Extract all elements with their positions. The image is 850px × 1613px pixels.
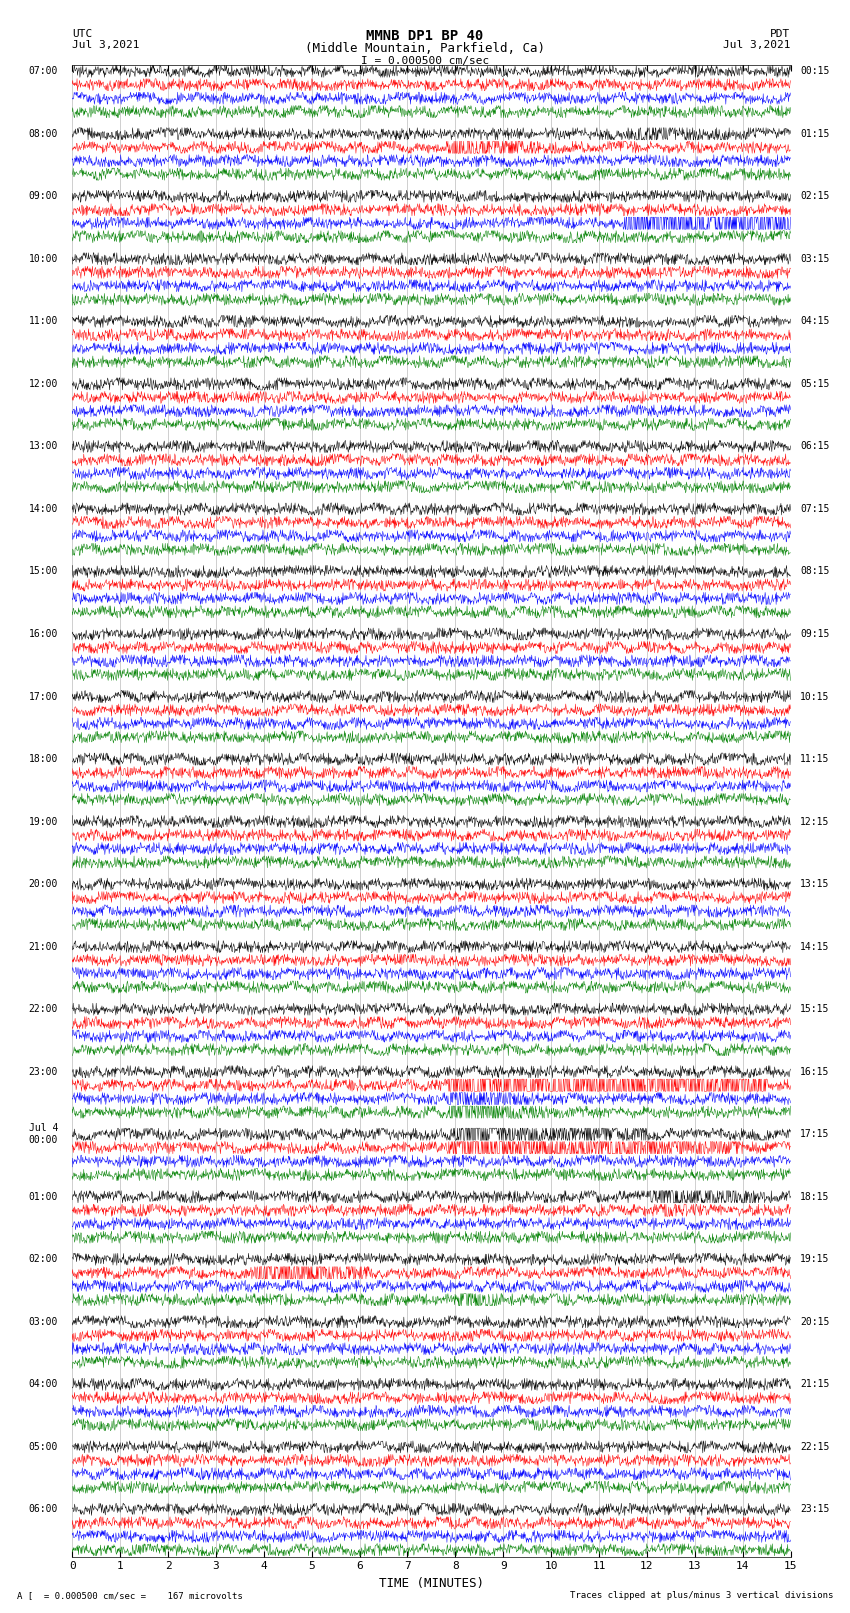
Text: 11:00: 11:00 <box>29 316 58 326</box>
Text: 05:00: 05:00 <box>29 1442 58 1452</box>
Text: I = 0.000500 cm/sec: I = 0.000500 cm/sec <box>361 56 489 66</box>
Text: 22:00: 22:00 <box>29 1005 58 1015</box>
Text: 10:00: 10:00 <box>29 253 58 265</box>
Text: 12:15: 12:15 <box>800 816 830 826</box>
Text: 12:00: 12:00 <box>29 379 58 389</box>
X-axis label: TIME (MINUTES): TIME (MINUTES) <box>379 1578 484 1590</box>
Text: A [  = 0.000500 cm/sec =    167 microvolts: A [ = 0.000500 cm/sec = 167 microvolts <box>17 1590 243 1600</box>
Text: 04:15: 04:15 <box>800 316 830 326</box>
Text: 22:15: 22:15 <box>800 1442 830 1452</box>
Text: 19:00: 19:00 <box>29 816 58 826</box>
Text: 07:00: 07:00 <box>29 66 58 76</box>
Text: MMNB DP1 BP 40: MMNB DP1 BP 40 <box>366 29 484 44</box>
Text: 15:00: 15:00 <box>29 566 58 576</box>
Text: 01:00: 01:00 <box>29 1192 58 1202</box>
Text: 16:00: 16:00 <box>29 629 58 639</box>
Text: 05:15: 05:15 <box>800 379 830 389</box>
Text: 19:15: 19:15 <box>800 1255 830 1265</box>
Text: 13:15: 13:15 <box>800 879 830 889</box>
Text: 23:15: 23:15 <box>800 1505 830 1515</box>
Text: 17:00: 17:00 <box>29 692 58 702</box>
Text: UTC: UTC <box>72 29 93 39</box>
Text: 15:15: 15:15 <box>800 1005 830 1015</box>
Text: 07:15: 07:15 <box>800 503 830 515</box>
Text: 23:00: 23:00 <box>29 1066 58 1077</box>
Text: 08:15: 08:15 <box>800 566 830 576</box>
Text: 14:15: 14:15 <box>800 942 830 952</box>
Text: 03:15: 03:15 <box>800 253 830 265</box>
Text: PDT: PDT <box>770 29 790 39</box>
Text: 21:15: 21:15 <box>800 1379 830 1389</box>
Text: Traces clipped at plus/minus 3 vertical divisions: Traces clipped at plus/minus 3 vertical … <box>570 1590 833 1600</box>
Text: 10:15: 10:15 <box>800 692 830 702</box>
Text: 14:00: 14:00 <box>29 503 58 515</box>
Text: 06:15: 06:15 <box>800 442 830 452</box>
Text: 16:15: 16:15 <box>800 1066 830 1077</box>
Text: 18:00: 18:00 <box>29 753 58 765</box>
Text: 02:00: 02:00 <box>29 1255 58 1265</box>
Text: 06:00: 06:00 <box>29 1505 58 1515</box>
Text: (Middle Mountain, Parkfield, Ca): (Middle Mountain, Parkfield, Ca) <box>305 42 545 55</box>
Text: 04:00: 04:00 <box>29 1379 58 1389</box>
Text: 09:15: 09:15 <box>800 629 830 639</box>
Text: 17:15: 17:15 <box>800 1129 830 1139</box>
Text: 18:15: 18:15 <box>800 1192 830 1202</box>
Text: 21:00: 21:00 <box>29 942 58 952</box>
Text: 20:15: 20:15 <box>800 1316 830 1327</box>
Text: Jul 3,2021: Jul 3,2021 <box>72 40 139 50</box>
Text: 02:15: 02:15 <box>800 192 830 202</box>
Text: 00:15: 00:15 <box>800 66 830 76</box>
Text: 09:00: 09:00 <box>29 192 58 202</box>
Text: 13:00: 13:00 <box>29 442 58 452</box>
Text: Jul 3,2021: Jul 3,2021 <box>723 40 791 50</box>
Text: 01:15: 01:15 <box>800 129 830 139</box>
Text: Jul 4
00:00: Jul 4 00:00 <box>29 1123 58 1145</box>
Text: 03:00: 03:00 <box>29 1316 58 1327</box>
Text: 11:15: 11:15 <box>800 753 830 765</box>
Text: 20:00: 20:00 <box>29 879 58 889</box>
Text: 08:00: 08:00 <box>29 129 58 139</box>
